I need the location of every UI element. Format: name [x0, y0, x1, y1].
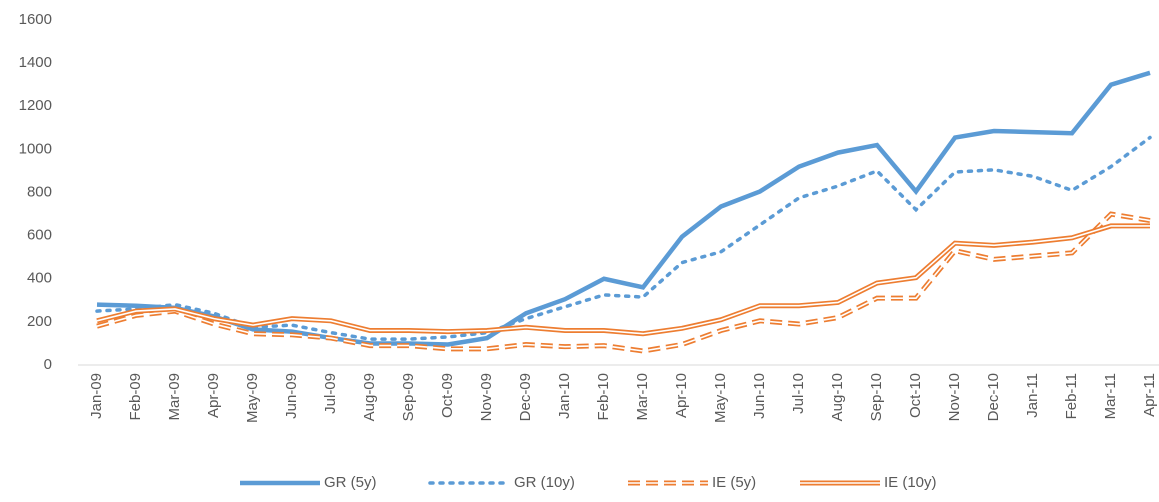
- x-tick-label: Nov-10: [946, 373, 963, 421]
- line-series: [96, 223, 1150, 337]
- x-tick-label: Oct-10: [907, 373, 924, 418]
- x-tick-label: Sep-10: [868, 373, 885, 421]
- x-tick-label: Jun-10: [751, 373, 768, 419]
- x-tick-label: Jan-10: [556, 373, 573, 419]
- x-tick-label: Mar-09: [166, 373, 183, 421]
- line-inner: [96, 213, 1151, 352]
- x-tick-label: Jul-10: [790, 373, 807, 414]
- legend-label: IE (5y): [712, 474, 756, 491]
- x-tick-label: Oct-09: [439, 373, 456, 418]
- legend-label: GR (10y): [514, 474, 575, 491]
- x-tick-label: Aug-10: [829, 373, 846, 421]
- x-tick-label: Feb-10: [595, 373, 612, 421]
- legend-label: GR (5y): [324, 474, 377, 491]
- x-tick-label: Apr-10: [673, 373, 690, 418]
- y-tick-label: 400: [27, 270, 52, 287]
- x-tick-label: Jun-09: [283, 373, 300, 419]
- x-tick-label: Jan-09: [88, 373, 105, 419]
- x-tick-label: Aug-09: [361, 373, 378, 421]
- y-tick-label: 1600: [19, 11, 52, 28]
- y-tick-label: 0: [44, 356, 52, 373]
- line-series: [96, 70, 1151, 347]
- line-series: [95, 135, 1152, 341]
- y-tick-label: 200: [27, 313, 52, 330]
- x-tick-label: Feb-11: [1063, 373, 1080, 419]
- legend-label: IE (10y): [884, 474, 937, 491]
- x-tick-label: Apr-11: [1141, 373, 1158, 417]
- x-tick-label: Mar-10: [634, 373, 651, 421]
- x-tick-label: Mar-11: [1102, 373, 1119, 419]
- x-tick-label: Feb-09: [127, 373, 144, 421]
- x-tick-label: Sep-09: [400, 373, 417, 421]
- x-tick-label: Dec-09: [517, 373, 534, 421]
- y-tick-label: 800: [27, 183, 52, 200]
- x-tick-label: May-09: [244, 373, 261, 423]
- line-inner: [96, 225, 1150, 335]
- y-tick-label: 1400: [19, 54, 52, 71]
- x-tick-label: Apr-09: [205, 373, 222, 418]
- x-tick-label: Nov-09: [478, 373, 495, 421]
- y-tick-label: 1000: [19, 140, 52, 157]
- x-tick-label: Jul-09: [322, 373, 339, 414]
- x-tick-label: May-10: [712, 373, 729, 423]
- x-tick-label: Dec-10: [985, 373, 1002, 421]
- x-tick-label: Jan-11: [1024, 373, 1041, 418]
- y-tick-label: 600: [27, 227, 52, 244]
- y-tick-label: 1200: [19, 97, 52, 114]
